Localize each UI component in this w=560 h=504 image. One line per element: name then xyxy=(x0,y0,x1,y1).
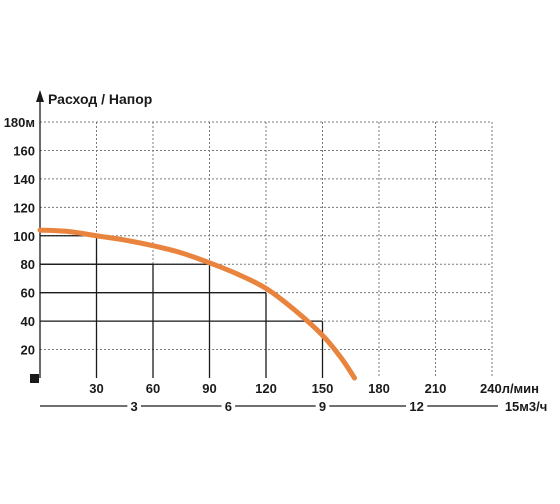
x-tick-label: 210 xyxy=(425,381,447,396)
x2-tick-label: 9 xyxy=(319,399,326,414)
x2-tick-label: 15м3/ч xyxy=(505,399,547,414)
reference-lines xyxy=(40,235,324,378)
x2-label-gap xyxy=(315,403,330,409)
x-tick-label: 60 xyxy=(146,381,160,396)
y-axis-arrow-icon xyxy=(36,90,44,102)
axes xyxy=(30,90,554,409)
y-tick-label: 60 xyxy=(21,286,35,301)
x2-tick-label: 6 xyxy=(225,399,232,414)
x2-label-gap xyxy=(221,403,236,409)
x2-tick-label: 12 xyxy=(409,399,423,414)
y-tick-label: 140 xyxy=(13,172,35,187)
y-tick-label: 160 xyxy=(13,143,35,158)
y-tick-label: 100 xyxy=(13,229,35,244)
performance-curve xyxy=(37,227,358,381)
x-tick-label: 240л/мин xyxy=(480,381,539,396)
y-tick-label: 120 xyxy=(13,200,35,215)
y-tick-label: 20 xyxy=(21,343,35,358)
y-tick-label: 40 xyxy=(21,314,35,329)
curve-layer xyxy=(37,227,358,381)
labels: 20 40 60 80 100 120 140 160 180м 30 60 90 120 150 180 2… xyxy=(4,115,548,414)
x2-label-gap xyxy=(127,403,141,409)
x2-tick-label: 3 xyxy=(131,399,138,414)
grid xyxy=(40,121,493,378)
x-tick-label: 120 xyxy=(255,381,277,396)
y-tick-label: 180м xyxy=(4,115,35,130)
origin-square-icon xyxy=(30,374,39,383)
y-tick-label: 80 xyxy=(21,257,35,272)
chart-title: Расход / Напор xyxy=(48,91,152,107)
x-tick-label: 90 xyxy=(202,381,216,396)
x-tick-label: 150 xyxy=(312,381,334,396)
x-tick-label: 180 xyxy=(368,381,390,396)
x2-label-gap xyxy=(501,403,554,409)
x-tick-label: 30 xyxy=(89,381,103,396)
x2-label-gap xyxy=(406,403,428,409)
